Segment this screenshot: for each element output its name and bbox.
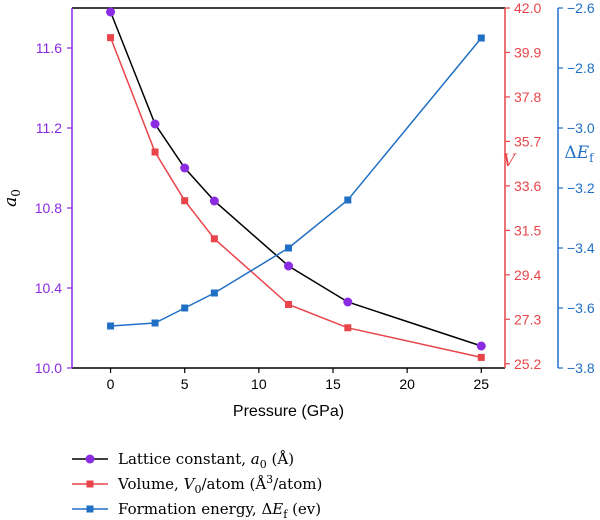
data-point	[107, 34, 115, 42]
data-point	[284, 261, 293, 271]
right1-tick-label: 42.0	[514, 0, 541, 16]
legend-marker	[85, 454, 95, 464]
left-tick-label: 11.6	[36, 40, 62, 56]
right1-tick-label: 25.2	[514, 356, 541, 372]
data-point	[209, 196, 219, 206]
data-point	[285, 300, 292, 308]
data-point	[210, 235, 218, 243]
left-tick-label: 10.4	[35, 280, 62, 296]
legend: Lattice constant, a0 (Å)Volume, V0/atom …	[72, 450, 322, 520]
right1-tick-label: 35.7	[514, 133, 541, 149]
data-point	[477, 34, 485, 42]
x-tick-label: 25	[473, 376, 489, 392]
series-line	[109, 11, 482, 347]
right2-tick-label: −2.8	[567, 60, 595, 76]
right1-axis-label: V	[503, 151, 517, 171]
series-line	[110, 37, 482, 327]
series-line	[109, 37, 482, 359]
data-point	[180, 163, 190, 173]
data-point	[477, 353, 485, 361]
data-point	[150, 119, 160, 129]
data-point	[344, 324, 352, 332]
right2-tick-label: −3.6	[567, 300, 595, 316]
data-point	[344, 196, 352, 204]
data-point	[181, 197, 189, 205]
right2-tick-label: −3.8	[567, 360, 595, 376]
right2-tick-label: −3.2	[567, 180, 595, 196]
left-tick-label: 10.8	[35, 200, 62, 216]
x-tick-label: 0	[107, 376, 115, 392]
x-tick-label: 10	[251, 376, 267, 392]
right2-tick-label: −3.4	[567, 240, 595, 256]
right2-tick-label: −2.6	[567, 0, 595, 16]
data-point	[151, 148, 159, 156]
right1-tick-label: 39.9	[514, 44, 541, 60]
legend-marker	[86, 505, 94, 513]
data-point	[181, 304, 189, 312]
right2-tick-label: −3.0	[567, 120, 595, 136]
x-axis-label: Pressure (GPa)	[233, 403, 344, 420]
data-point	[343, 297, 353, 307]
left-axis-label: a0	[1, 189, 23, 207]
legend-marker	[86, 480, 94, 488]
right1-tick-label: 37.8	[514, 89, 541, 105]
data-point	[210, 289, 218, 297]
data-point	[285, 244, 292, 252]
left-tick-label: 10.0	[35, 360, 62, 376]
right1-tick-label: 27.3	[514, 311, 541, 327]
data-point	[106, 7, 116, 17]
x-tick-label: 5	[181, 376, 189, 392]
right1-tick-label: 33.6	[514, 178, 541, 194]
x-tick-label: 15	[325, 376, 341, 392]
x-tick-label: 20	[399, 376, 415, 392]
right2-axis-label: ΔEf	[564, 143, 595, 165]
data-point	[151, 319, 159, 327]
right1-tick-label: 29.4	[514, 267, 541, 283]
data-point	[107, 322, 115, 330]
legend-label: Formation energy, ΔEf (ev)	[118, 500, 321, 520]
left-tick-label: 11.2	[36, 120, 62, 136]
legend-label: Lattice constant, a0 (Å)	[118, 450, 294, 471]
right1-tick-label: 31.5	[514, 222, 541, 238]
legend-label: Volume, V0/atom (Å3/atom)	[117, 473, 322, 496]
data-point	[476, 341, 486, 351]
